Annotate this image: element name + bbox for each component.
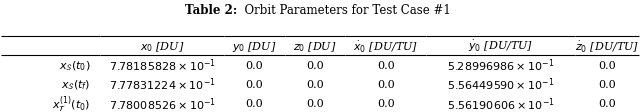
Text: Orbit Parameters for Test Case #1: Orbit Parameters for Test Case #1 xyxy=(237,4,451,17)
Text: Table 2:: Table 2: xyxy=(185,4,237,17)
